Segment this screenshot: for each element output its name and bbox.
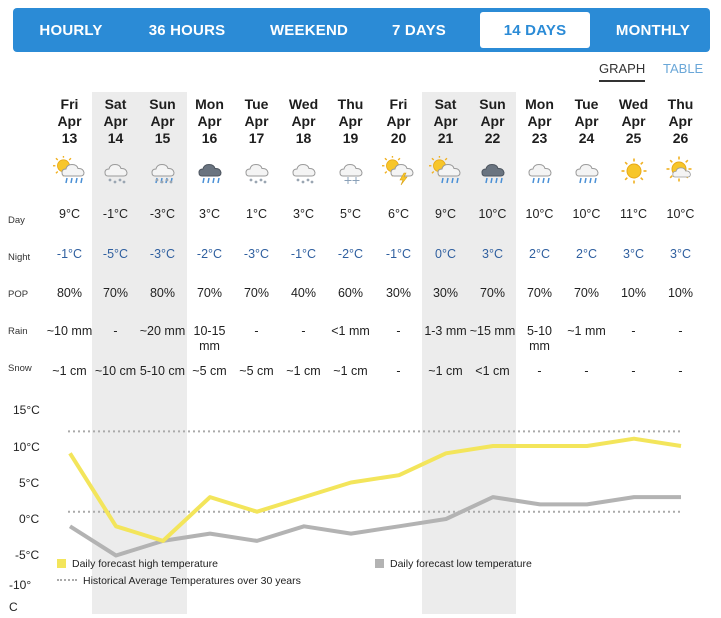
y-tick-5: 5°C: [19, 476, 39, 490]
high-temperature-line: [70, 439, 681, 541]
y-tick-minus5: -5°C: [15, 548, 39, 562]
legend-low-label: Daily forecast low temperature: [390, 558, 532, 570]
legend-low-swatch: [375, 559, 384, 568]
legend-high-label: Daily forecast high temperature: [72, 558, 218, 570]
y-tick-10: 10°C: [13, 440, 40, 454]
legend-low: Daily forecast low temperature: [375, 558, 532, 570]
legend-historical-swatch: [57, 579, 77, 581]
legend-historical-label: Historical Average Temperatures over 30 …: [83, 575, 301, 587]
y-tick-15: 15°C: [13, 403, 40, 417]
legend-high-swatch: [57, 559, 66, 568]
y-tick-minus10: -10°C: [9, 574, 33, 618]
low-temperature-line: [70, 497, 681, 555]
legend-high: Daily forecast high temperature: [57, 558, 218, 570]
legend-historical: Historical Average Temperatures over 30 …: [57, 575, 301, 587]
y-tick-0: 0°C: [19, 512, 39, 526]
